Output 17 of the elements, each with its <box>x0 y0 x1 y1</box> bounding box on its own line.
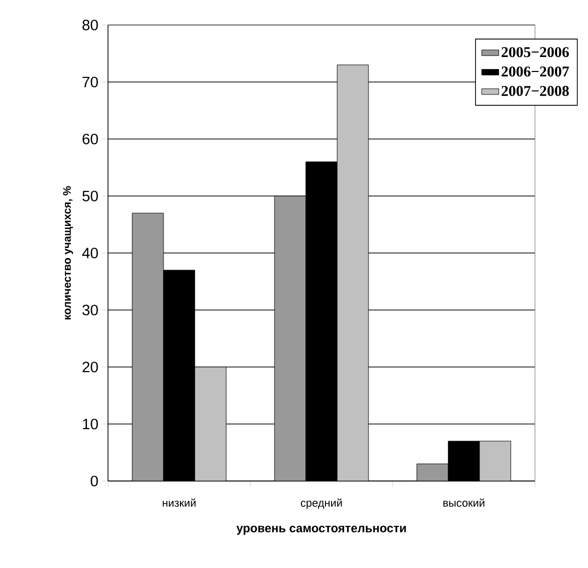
y-tick-label: 0 <box>90 476 98 486</box>
y-tick-label: 30 <box>82 304 98 316</box>
y-tick-label: 10 <box>83 418 98 430</box>
y-tick-label: 20 <box>82 362 98 372</box>
legend-label: 2007−2008 <box>502 86 569 96</box>
y-tick-label: 60 <box>82 134 98 144</box>
y-axis-title: количество учащихся, % <box>63 186 74 320</box>
y-tick-label: 80 <box>82 20 98 30</box>
x-tick-label: высокий <box>443 498 484 507</box>
y-tick-label: 50 <box>82 190 98 202</box>
y-tick-label: 70 <box>82 76 98 88</box>
x-tick-label: низкий <box>162 498 196 507</box>
y-tick-label: 40 <box>82 248 98 258</box>
x-axis-title: уровень самостоятельности <box>236 526 406 535</box>
x-tick-label: средний <box>300 498 342 509</box>
legend-label: 2006−2007 <box>502 66 569 77</box>
legend-label: 2005−2006 <box>502 47 569 58</box>
